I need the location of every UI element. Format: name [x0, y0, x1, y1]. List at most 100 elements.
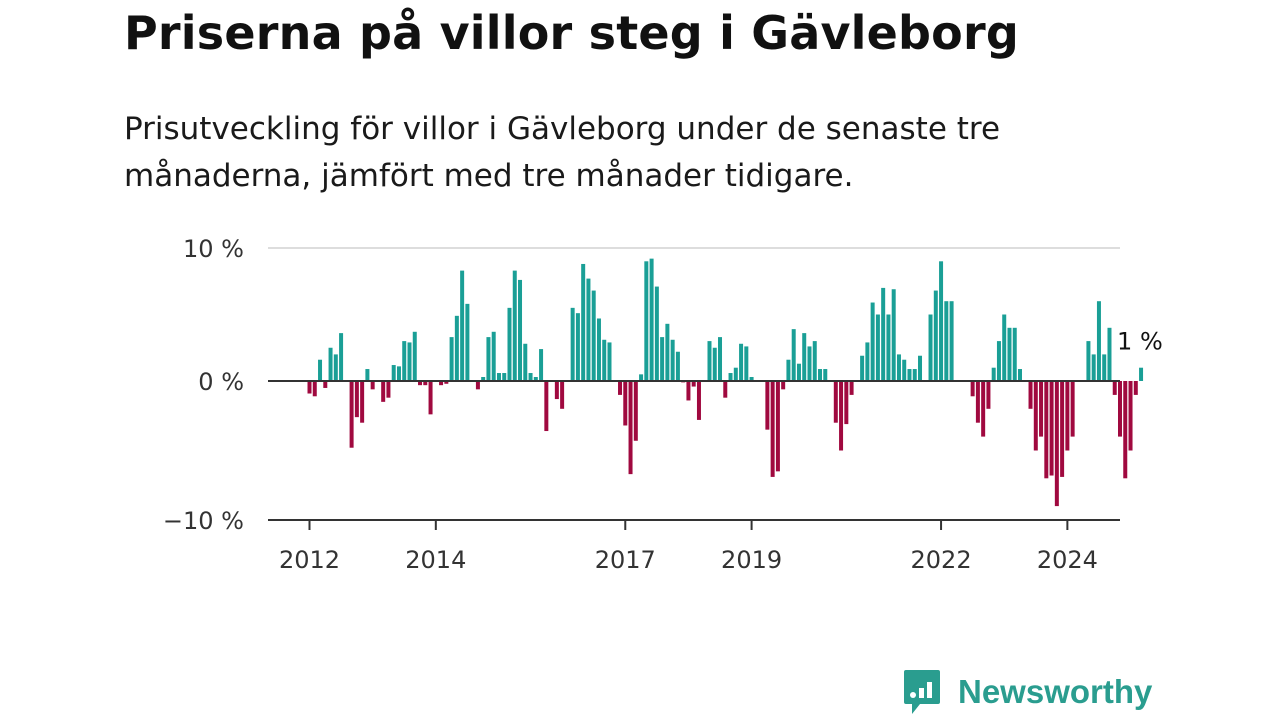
bar-133	[1007, 327, 1012, 381]
bar-100	[833, 381, 838, 423]
bar-15	[386, 381, 391, 398]
bar-51	[575, 313, 580, 381]
x-axis: 2012 2014 2017 2019 2022 2024	[268, 519, 1120, 574]
bar-110	[886, 314, 891, 381]
bar-111	[891, 289, 896, 381]
bar-89	[775, 381, 780, 472]
bar-158	[1139, 367, 1144, 381]
bar-108	[875, 314, 880, 381]
bar-26	[444, 381, 449, 384]
bar-148	[1086, 341, 1091, 381]
bar-27	[449, 337, 454, 381]
bar-119	[933, 290, 938, 381]
bar-66	[654, 286, 659, 381]
bar-96	[812, 341, 817, 381]
bar-93	[796, 363, 801, 381]
bar-80	[728, 373, 733, 381]
bar-134	[1012, 327, 1017, 381]
bar-32	[475, 381, 480, 390]
bar-116	[918, 355, 923, 381]
bar-94	[802, 333, 807, 381]
bar-57	[607, 342, 612, 381]
bar-45	[544, 381, 549, 432]
bar-25	[439, 381, 444, 386]
bar-56	[602, 339, 607, 381]
bar-122	[949, 301, 954, 381]
bar-142	[1054, 381, 1059, 507]
bar-77	[712, 347, 717, 381]
bar-19	[407, 342, 412, 381]
y-axis-ticks: 10 % 0 % −10 %	[163, 235, 244, 535]
bar-55	[596, 318, 601, 381]
bar-29	[460, 270, 465, 381]
bar-143	[1060, 381, 1065, 477]
x-tick-label-5: 2024	[1037, 546, 1098, 574]
bars	[307, 258, 1144, 507]
bar-16	[391, 365, 396, 381]
bar-37	[502, 373, 507, 381]
bar-17	[396, 366, 401, 381]
bar-14	[381, 381, 386, 402]
bar-40	[518, 279, 523, 381]
bar-151	[1102, 354, 1107, 381]
bar-9	[354, 381, 359, 418]
newsworthy-logo-icon	[904, 670, 940, 714]
bar-150	[1096, 301, 1101, 381]
bar-64	[644, 261, 649, 381]
bar-3	[323, 381, 328, 388]
bar-12	[370, 381, 375, 390]
x-tick-label-0: 2012	[279, 546, 340, 574]
bar-102	[844, 381, 849, 425]
bar-78	[718, 337, 723, 381]
y-tick-label-0: 10 %	[183, 235, 244, 263]
bar-81	[733, 367, 738, 381]
bar-4	[328, 347, 333, 381]
bar-chart: 10 % 0 % −10 % 2012 2014 2017 2019 2022 2024 1 …	[163, 235, 1163, 574]
bar-132	[1002, 314, 1007, 381]
bar-42	[528, 373, 533, 381]
bar-22	[423, 381, 428, 386]
bar-115	[912, 369, 917, 381]
bar-60	[623, 381, 628, 426]
bar-18	[402, 341, 407, 381]
bar-103	[849, 381, 854, 395]
bar-33	[481, 377, 486, 381]
newsworthy-logo: Newsworthy	[902, 668, 1152, 716]
bar-153	[1112, 381, 1117, 395]
x-tick-label-2: 2017	[595, 546, 656, 574]
bar-67	[660, 337, 665, 381]
bar-74	[696, 381, 701, 420]
bar-30	[465, 303, 470, 381]
bar-87	[765, 381, 770, 430]
bar-92	[791, 329, 796, 381]
bar-121	[944, 301, 949, 381]
bar-62	[633, 381, 638, 441]
bar-90	[781, 381, 786, 390]
bar-34	[486, 337, 491, 381]
bar-38	[507, 307, 512, 381]
bar-145	[1070, 381, 1075, 437]
y-tick-label-2: −10 %	[163, 507, 244, 535]
bar-152	[1107, 327, 1112, 381]
bar-109	[881, 287, 886, 381]
bar-6	[339, 333, 344, 381]
bar-106	[865, 342, 870, 381]
bar-73	[691, 381, 696, 387]
bar-1	[312, 381, 317, 397]
bar-39	[512, 270, 517, 381]
bar-157	[1133, 381, 1138, 395]
bar-2	[318, 359, 323, 381]
bar-126	[970, 381, 975, 397]
bar-0	[307, 381, 312, 394]
chart-title: Priserna på villor steg i Gävleborg	[124, 6, 1019, 60]
bar-107	[870, 302, 875, 381]
bar-82	[739, 343, 744, 381]
x-tick-label-4: 2022	[911, 546, 972, 574]
bar-50	[570, 307, 575, 381]
bar-149	[1091, 354, 1096, 381]
bar-97	[818, 369, 823, 381]
bar-138	[1033, 381, 1038, 451]
bar-88	[770, 381, 775, 477]
bar-11	[365, 369, 370, 381]
bar-52	[581, 263, 586, 381]
